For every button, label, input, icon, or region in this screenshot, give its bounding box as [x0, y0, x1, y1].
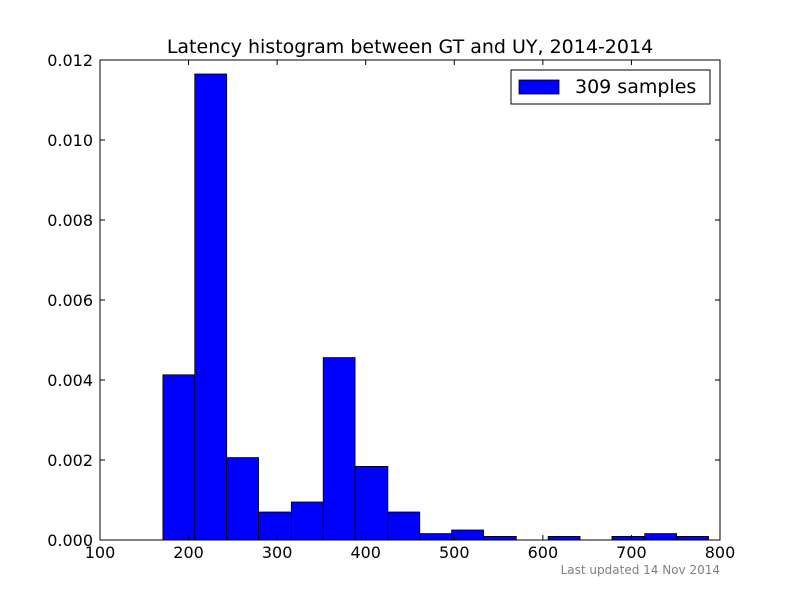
histogram-bar [162, 374, 196, 541]
bars-group [162, 73, 709, 541]
y-tick-label: 0.000 [47, 531, 93, 550]
histogram-bar [387, 511, 421, 541]
chart-title: Latency histogram between GT and UY, 201… [167, 36, 653, 58]
histogram-bar [322, 357, 356, 541]
x-tick-label: 400 [350, 543, 381, 562]
y-tick-label: 0.012 [47, 51, 93, 70]
y-tick-label: 0.002 [47, 451, 93, 470]
x-tick-label: 600 [528, 543, 559, 562]
histogram-bar [419, 533, 453, 541]
histogram-bar [611, 536, 646, 541]
x-tick-label: 200 [173, 543, 204, 562]
histogram-bar [226, 457, 259, 541]
histogram-bar [547, 536, 581, 541]
last-updated-note: Last updated 14 Nov 2014 [561, 563, 720, 577]
x-tick-label: 800 [705, 543, 736, 562]
histogram-bar [258, 511, 292, 541]
x-tick-label: 100 [85, 543, 116, 562]
legend: 309 samples [510, 69, 711, 105]
histogram-bar [644, 533, 678, 541]
y-axis-ticks: 0.000 0.002 0.004 0.006 0.008 0.010 0.012 [47, 51, 720, 550]
histogram-bar [451, 529, 484, 541]
histogram-bar [354, 465, 389, 541]
histogram-bar [194, 73, 228, 541]
x-tick-label: 500 [439, 543, 470, 562]
x-tick-label: 300 [262, 543, 293, 562]
legend-label: 309 samples [575, 76, 696, 98]
histogram-bar [290, 501, 324, 541]
legend-swatch [518, 79, 560, 95]
x-tick-label: 700 [616, 543, 647, 562]
histogram-bar [483, 536, 517, 541]
y-tick-label: 0.008 [47, 211, 93, 230]
y-tick-label: 0.010 [47, 131, 93, 150]
x-axis-ticks: 100 200 300 400 500 600 700 800 [85, 60, 736, 562]
y-tick-label: 0.006 [47, 291, 93, 310]
histogram-bar [676, 536, 709, 541]
y-tick-label: 0.004 [47, 371, 93, 390]
